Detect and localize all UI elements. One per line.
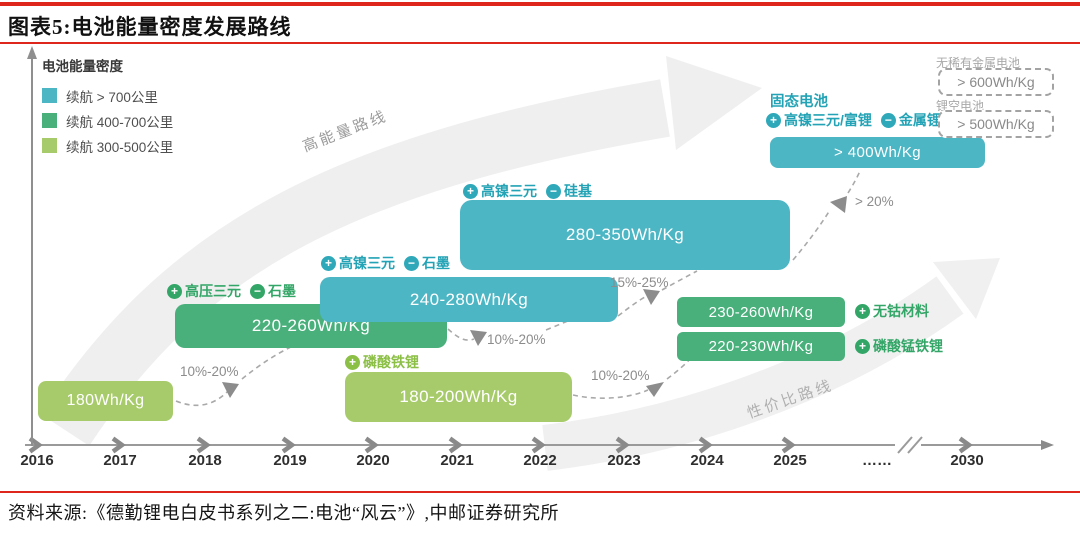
chemistry-label-cobalt-free: + 无钴材料: [855, 301, 929, 321]
route-arrow-high-energy: [40, 56, 762, 446]
cathode-label: 高镍三元: [481, 183, 537, 199]
cathode-label: 磷酸铁锂: [363, 354, 419, 370]
milestone-box-over-400whkg: > 400Wh/Kg: [770, 137, 985, 168]
material-label: 磷酸锰铁锂: [873, 338, 943, 354]
chemistry-label-high-voltage-ternary: + 高压三元 − 石墨: [167, 281, 296, 301]
future-target-value-box: > 500Wh/Kg: [938, 110, 1054, 138]
plus-icon: +: [766, 112, 781, 128]
year-label: 2025: [773, 452, 807, 469]
legend-swatch-teal: [42, 88, 57, 103]
gain-label: > 20%: [855, 194, 894, 209]
year-label: 2020: [356, 452, 390, 469]
minus-icon: −: [546, 183, 561, 199]
source-note: 资料来源:《德勤锂电白皮书系列之二:电池“风云”》,中邮证券研究所: [8, 503, 559, 523]
chemistry-label-high-nickel-graphite: + 高镍三元 − 石墨: [321, 253, 450, 273]
year-label: 2017: [103, 452, 137, 469]
footer-red-rule: [0, 491, 1080, 493]
year-label: 2018: [188, 452, 222, 469]
gain-label: 10%-20%: [487, 332, 546, 347]
milestone-box-180whkg: 180Wh/Kg: [38, 381, 173, 421]
minus-icon: −: [880, 112, 896, 128]
legend-item-over-700km: 续航 > 700公里: [42, 88, 173, 105]
legend-swatch-green: [42, 113, 57, 128]
title-underline: [0, 42, 1080, 44]
y-axis-label: 电池能量密度: [42, 59, 123, 74]
year-label: 2022: [523, 452, 557, 469]
plus-icon: +: [855, 338, 870, 354]
milestone-box-240-280whkg: 240-280Wh/Kg: [320, 277, 618, 322]
anode-label: 石墨: [422, 255, 450, 271]
connector-arrowheads: [222, 196, 847, 398]
plus-icon: +: [463, 183, 478, 199]
minus-icon: −: [404, 255, 419, 271]
chemistry-label-lmfp: + 磷酸锰铁锂: [855, 336, 943, 356]
year-label: 2019: [273, 452, 307, 469]
anode-label: 金属锂: [898, 112, 941, 128]
legend-label: 续航 300-500公里: [66, 139, 174, 155]
plus-icon: +: [345, 354, 360, 370]
chemistry-label-high-nickel-silicon: + 高镍三元 − 硅基: [463, 181, 592, 201]
future-target-name-lithium-air: 锂空电池: [936, 99, 985, 113]
route-arrow-cost-effective: [542, 258, 1000, 471]
figure-title: 图表5:电池能量密度发展路线: [8, 15, 292, 39]
legend: 续航 > 700公里 续航 400-700公里 续航 300-500公里: [42, 88, 173, 163]
minus-icon: −: [250, 283, 265, 299]
future-target-value-box: > 600Wh/Kg: [938, 68, 1054, 96]
milestone-box-180-200whkg: 180-200Wh/Kg: [345, 372, 572, 422]
legend-label: 续航 400-700公里: [66, 114, 174, 130]
legend-item-400-700km: 续航 400-700公里: [42, 113, 174, 130]
milestone-box-230-260whkg: 230-260Wh/Kg: [677, 297, 845, 327]
cathode-label: 高压三元: [185, 283, 241, 299]
milestone-box-280-350whkg: 280-350Wh/Kg: [460, 200, 790, 270]
gain-label: 15%-25%: [610, 275, 669, 290]
chemistry-label-lfp: + 磷酸铁锂: [345, 352, 419, 372]
year-label: 2021: [440, 452, 474, 469]
chemistry-label-solid-state: + 高镍三元/富锂 − 金属锂: [766, 110, 941, 130]
plus-icon: +: [167, 283, 182, 299]
year-label: 2023: [607, 452, 641, 469]
gain-label: 10%-20%: [591, 368, 650, 383]
legend-label: 续航 > 700公里: [66, 89, 158, 105]
future-target-name-rare-metal-free: 无稀有金属电池: [936, 56, 1021, 70]
anode-label: 硅基: [564, 183, 592, 199]
y-axis: [27, 46, 37, 446]
milestone-box-220-230whkg: 220-230Wh/Kg: [677, 332, 845, 361]
cathode-label: 高镍三元: [339, 255, 395, 271]
anode-label: 石墨: [268, 283, 296, 299]
gain-label: 10%-20%: [180, 364, 239, 379]
cathode-label: 高镍三元/富锂: [784, 112, 872, 128]
year-label-ellipsis: ……: [862, 452, 892, 469]
plus-icon: +: [321, 255, 336, 271]
legend-item-300-500km: 续航 300-500公里: [42, 138, 174, 155]
year-label: 2030: [950, 452, 984, 469]
year-label: 2016: [20, 452, 54, 469]
material-label: 无钴材料: [873, 303, 929, 319]
top-red-bar: [0, 2, 1080, 6]
year-label: 2024: [690, 452, 724, 469]
plus-icon: +: [855, 303, 870, 319]
solid-state-battery-label: 固态电池: [770, 94, 828, 110]
legend-swatch-lgreen: [42, 138, 57, 153]
